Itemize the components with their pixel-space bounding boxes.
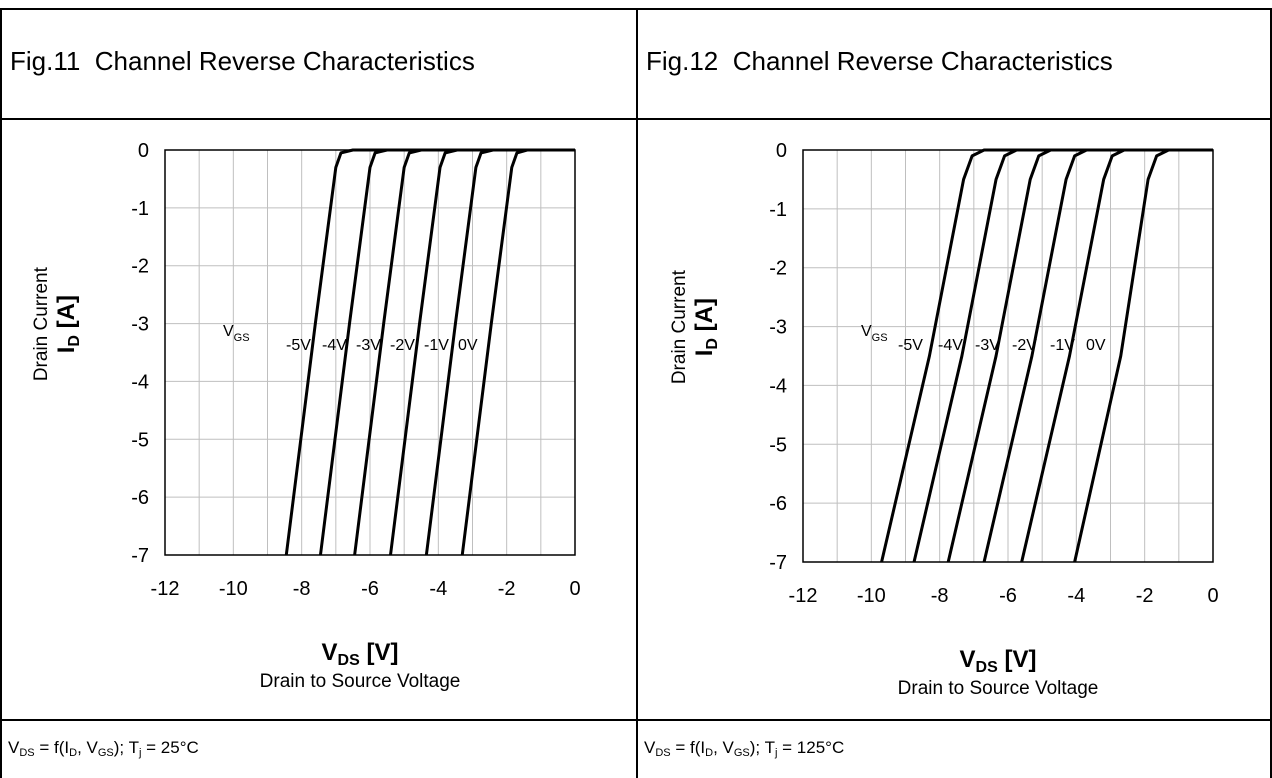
curve--2v (389, 148, 575, 556)
y-tick-label: -2 (769, 258, 787, 280)
series-label: -2V (390, 337, 415, 354)
fig12-title: Fig.12 Channel Reverse Characteristics (646, 46, 1113, 76)
x-tick-label: 0 (1207, 585, 1218, 607)
series-label: -1V (424, 337, 449, 354)
series-label: -1V (1050, 337, 1075, 354)
y-axis-title-group: Drain Current ID [A] (669, 269, 721, 384)
curve--1v (1020, 148, 1213, 563)
vgs-label-main: V (223, 323, 234, 340)
vgs-label-sub: GS (872, 332, 888, 344)
fig11-title: Fig.11 Channel Reverse Characteristics (10, 46, 475, 76)
y-tick-label: -1 (131, 198, 149, 220)
vgs-label-main: V (861, 323, 872, 340)
series-label: 0V (458, 337, 478, 354)
x-tick-label: -8 (931, 585, 949, 607)
series-label: -5V (286, 337, 311, 354)
x-axis-title-unit: [V] (360, 639, 399, 666)
y-tick-label: -4 (769, 375, 787, 397)
fig12-condition: VDS = f(ID, VGS); Tj = 125°C (644, 738, 845, 759)
y-axis-title-sub: D (704, 338, 721, 350)
curve-0v (1073, 148, 1213, 563)
x-tick-label: -4 (429, 578, 447, 600)
curve-0v (460, 148, 575, 556)
y-axis-title: ID [A] (53, 295, 83, 353)
y-axis-title-main: I (53, 347, 80, 354)
y-axis-title-unit: [A] (53, 295, 80, 335)
x-tick-label: -12 (151, 578, 180, 600)
y-axis-title-unit: [A] (691, 298, 718, 338)
curve--2v (982, 148, 1213, 563)
x-tick-label: -4 (1067, 585, 1085, 607)
x-axis-title-main: V (960, 646, 976, 673)
series-label: -2V (1012, 337, 1037, 354)
x-axis-title: VDS [V] (960, 646, 1037, 676)
frame-middle (636, 8, 638, 778)
y-tick-label: -6 (769, 493, 787, 515)
x-tick-label: -12 (789, 585, 818, 607)
series-label: -3V (356, 337, 381, 354)
y-axis-subtitle: Drain Current (31, 266, 52, 381)
series-label: -5V (898, 337, 923, 354)
curve--3v (946, 148, 1213, 563)
footer-row-divider (0, 719, 1272, 721)
x-axis-subtitle: Drain to Source Voltage (898, 678, 1099, 699)
y-axis-title-sub: D (66, 335, 83, 347)
x-tick-label: -2 (498, 578, 516, 600)
x-tick-label: -10 (219, 578, 248, 600)
x-axis-title-main: V (322, 639, 338, 666)
y-axis-title-group: Drain Current ID [A] (31, 266, 83, 381)
series-label: 0V (1086, 337, 1106, 354)
y-tick-label: -1 (769, 199, 787, 221)
y-tick-label: 0 (776, 140, 787, 162)
series-label: -4V (938, 337, 963, 354)
x-axis-title-sub: DS (976, 659, 999, 676)
title-row-divider (0, 118, 1272, 120)
frame-left (0, 8, 2, 778)
x-tick-label: 0 (569, 578, 580, 600)
x-axis-title-unit: [V] (998, 646, 1037, 673)
series-label: -4V (322, 337, 347, 354)
x-axis-subtitle: Drain to Source Voltage (260, 671, 461, 692)
series-label: -3V (975, 337, 1000, 354)
curve--5v (880, 148, 1213, 563)
x-tick-label: -6 (999, 585, 1017, 607)
vgs-label: VGS (861, 323, 888, 344)
vgs-label: VGS (223, 323, 250, 344)
y-tick-label: -7 (769, 552, 787, 574)
y-tick-label: 0 (138, 140, 149, 162)
x-axis-title-sub: DS (338, 652, 361, 669)
y-tick-label: -5 (769, 434, 787, 456)
y-axis-subtitle: Drain Current (669, 269, 690, 384)
y-tick-label: -4 (131, 371, 149, 393)
y-tick-label: -2 (131, 256, 149, 278)
fig11-condition: VDS = f(ID, VGS); Tj = 25°C (8, 738, 199, 759)
curve--4v (912, 148, 1213, 563)
curve--3v (353, 148, 575, 556)
y-axis-title-main: I (691, 350, 718, 357)
frame-right (1270, 8, 1272, 778)
y-tick-label: -6 (131, 487, 149, 509)
x-tick-label: -10 (857, 585, 886, 607)
curve--1v (424, 148, 575, 556)
x-tick-label: -6 (361, 578, 379, 600)
vgs-label-sub: GS (234, 332, 250, 344)
x-tick-label: -2 (1136, 585, 1154, 607)
y-tick-label: -5 (131, 429, 149, 451)
x-tick-label: -8 (293, 578, 311, 600)
y-tick-label: -7 (131, 545, 149, 567)
y-tick-label: -3 (131, 314, 149, 336)
y-tick-label: -3 (769, 317, 787, 339)
y-axis-title: ID [A] (691, 298, 721, 356)
x-axis-title: VDS [V] (322, 639, 399, 669)
